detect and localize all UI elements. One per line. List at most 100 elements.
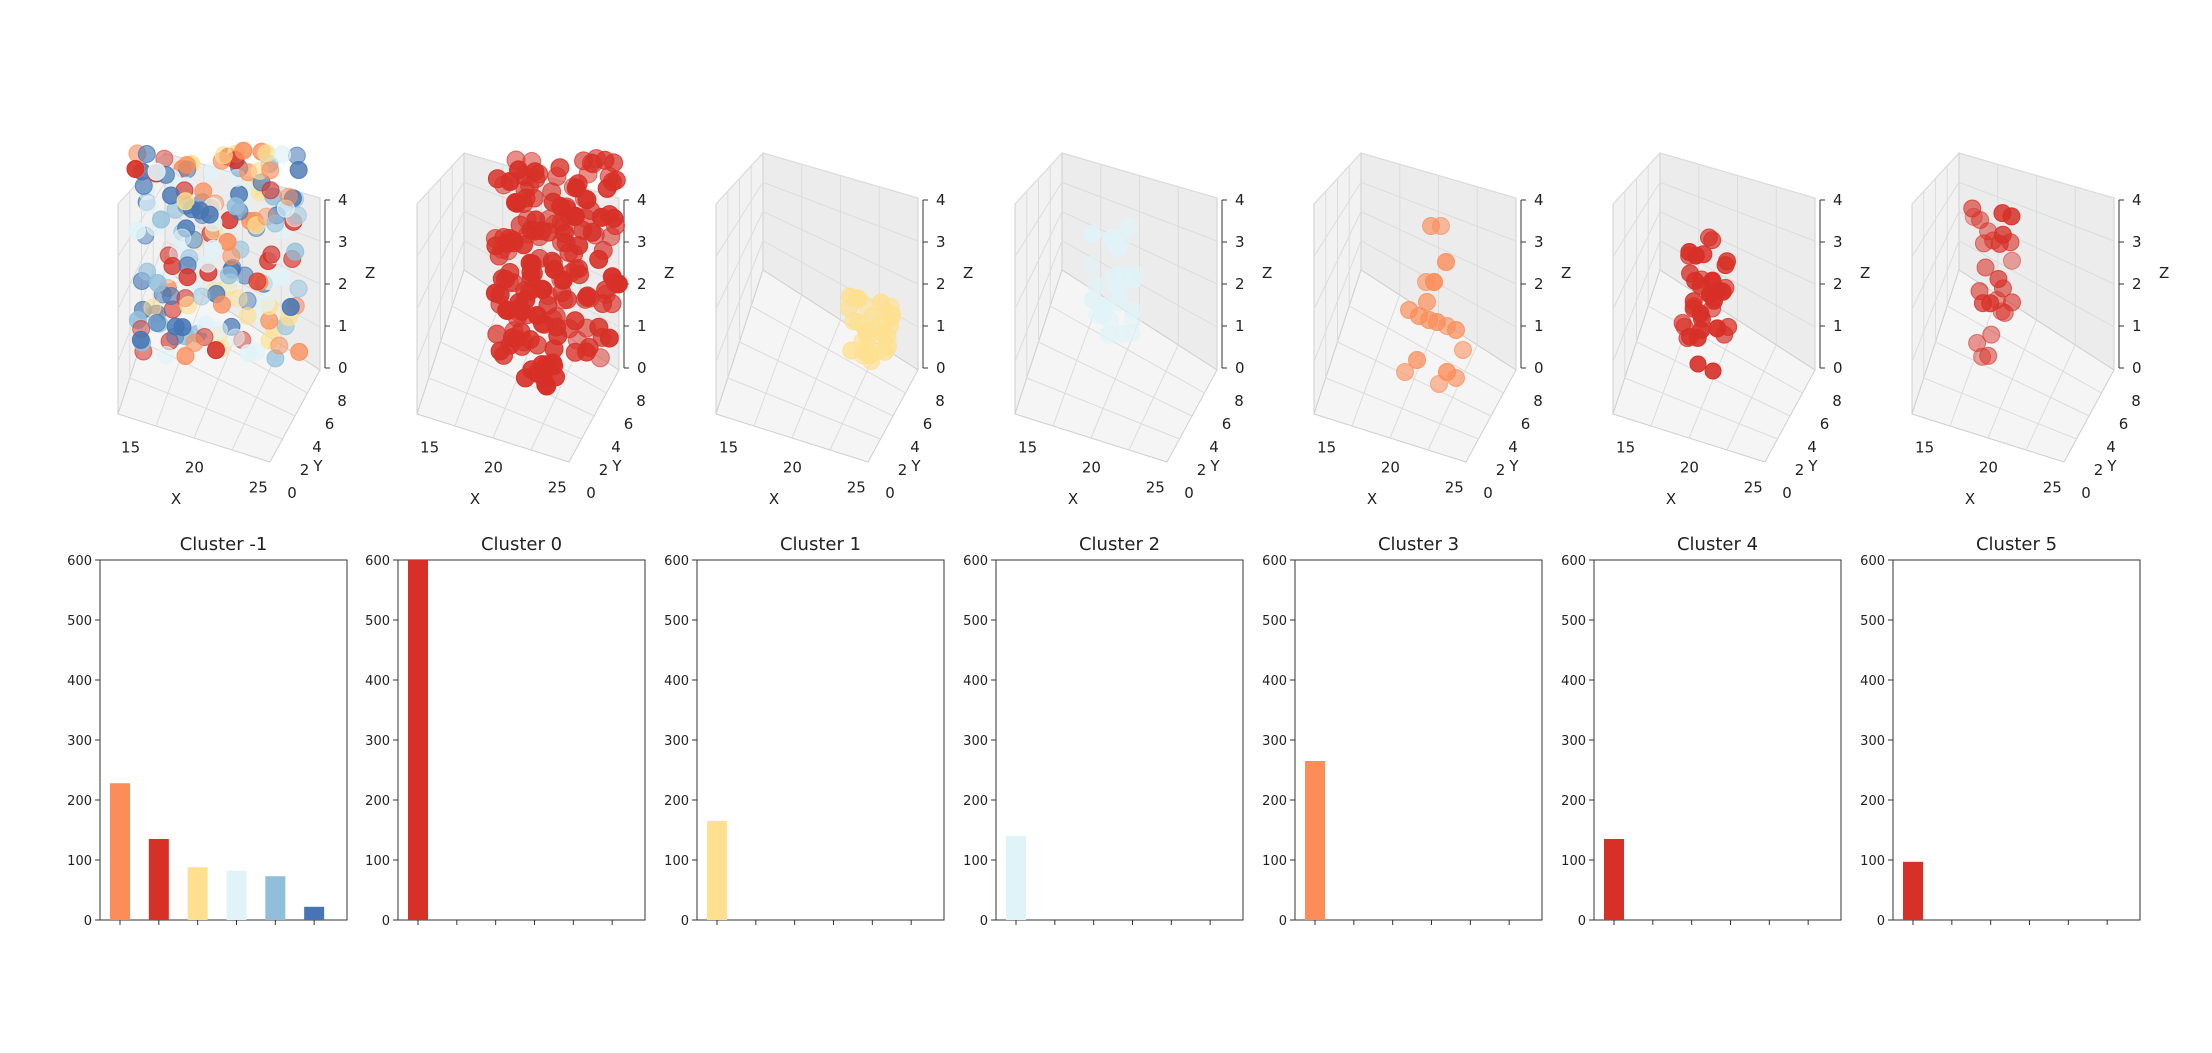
bar-panel-5: Cluster 4 0 100 200 300 400 500 600	[1561, 534, 1842, 929]
z-tick-label: 4	[936, 191, 946, 209]
y-tick-label: 6	[624, 415, 634, 433]
y-axis-label: Y	[910, 457, 921, 475]
y-tick-label: 6	[1820, 415, 1830, 433]
scatter-point	[605, 272, 625, 292]
y-tick-label: 200	[1561, 794, 1586, 809]
y-tick-label: 8	[2131, 392, 2141, 410]
scatter-point	[1408, 351, 1426, 369]
y-tick-label: 500	[963, 614, 988, 629]
z-grid-line	[1612, 210, 1816, 310]
z-tick-label: 1	[1833, 317, 1843, 335]
plot-frame	[1294, 559, 1543, 921]
y-tick-label: 0	[1877, 914, 1885, 929]
z-grid-line	[1014, 152, 1218, 205]
plot-frame	[1892, 559, 2141, 921]
x-axis-label: X	[171, 490, 181, 508]
bar	[408, 560, 428, 920]
scatter-point	[547, 167, 567, 187]
y-tick-label: 200	[67, 794, 92, 809]
scatter-point	[546, 307, 566, 327]
scatter-point	[1396, 363, 1414, 381]
y-tick-label: 600	[365, 554, 390, 569]
y-tick-label: 300	[1262, 734, 1287, 749]
plot-frame	[99, 559, 348, 921]
z-axis-label: Z	[1561, 264, 1571, 282]
z-tick-label: 2	[936, 275, 946, 293]
z-grid-line	[1313, 181, 1517, 257]
x-tick-label: 20	[1082, 459, 1101, 477]
y-tick-label: 4	[2106, 438, 2116, 456]
scatter-point	[1113, 268, 1132, 287]
scatter-point	[1112, 229, 1131, 248]
scatter-point	[606, 170, 626, 190]
z-grid-line	[1014, 240, 1218, 362]
bar-panel-1: Cluster 0 0 100 200 300 400 500 600	[365, 534, 646, 929]
y-tick-label: 200	[1262, 794, 1287, 809]
y-axis-label: Y	[1209, 457, 1220, 475]
scatter-point	[229, 289, 248, 308]
y-axis-label: Y	[1807, 457, 1818, 475]
z-grid-line	[1313, 152, 1517, 205]
z-tick-label: 4	[1534, 191, 1544, 209]
scatter-point	[131, 330, 150, 349]
x-tick-label: 15	[1018, 438, 1037, 456]
scatter-point	[871, 293, 890, 312]
scatter-point	[290, 342, 309, 361]
x-tick-label: 15	[719, 438, 738, 456]
scatter-point	[1111, 284, 1130, 303]
x-axis-label: X	[1367, 490, 1377, 508]
scatter-point	[143, 298, 162, 317]
y-tick-label: 300	[664, 734, 689, 749]
y-tick-label: 300	[963, 734, 988, 749]
z-grid-line	[1313, 240, 1517, 362]
scatter-point	[2002, 251, 2021, 270]
scatter-point	[281, 298, 300, 317]
scatter-point	[266, 214, 285, 233]
y-tick-label: 0	[1578, 914, 1586, 929]
bar	[304, 906, 325, 920]
scatter-point	[126, 160, 145, 179]
chart-title: Cluster 5	[1976, 534, 2057, 555]
scatter-point	[2003, 293, 2022, 312]
z-tick-label: 3	[637, 233, 647, 251]
x-tick-label: 25	[249, 479, 268, 497]
y-tick-label: 2	[1496, 461, 1506, 479]
scatter-point	[1081, 255, 1100, 274]
x-tick-label: 15	[1616, 438, 1635, 456]
y-tick-label: 200	[365, 794, 390, 809]
floor-grid-line	[739, 341, 894, 417]
scatter-point	[510, 215, 530, 235]
y-tick-label: 500	[664, 614, 689, 629]
bar	[1305, 761, 1325, 920]
y-tick-label: 400	[1860, 674, 1885, 689]
scatter-point	[214, 146, 233, 165]
plot-frame	[696, 559, 945, 921]
y-tick-label: 6	[325, 415, 335, 433]
scatter-point	[521, 262, 541, 282]
z-tick-label: 0	[1534, 359, 1544, 377]
scatter-point	[176, 192, 195, 211]
y-tick-label: 500	[365, 614, 390, 629]
scatter-point	[1984, 231, 2003, 250]
chart-title: Cluster 0	[481, 534, 562, 555]
scatter-point	[538, 286, 558, 306]
z-tick-label: 1	[936, 317, 946, 335]
y-tick-label: 8	[1832, 392, 1842, 410]
z-grid-line	[1911, 152, 2115, 205]
z-grid-line	[715, 210, 919, 310]
x-tick-label: 20	[185, 459, 204, 477]
z-grid-line	[1014, 210, 1218, 310]
bar	[148, 839, 169, 920]
bar	[110, 783, 130, 920]
floor-grid-line	[1349, 305, 1504, 394]
floor-grid-line	[1128, 344, 1179, 451]
z-grid-line	[1911, 210, 2115, 310]
y-tick-label: 400	[1262, 674, 1287, 689]
z-tick-label: 3	[1235, 233, 1245, 251]
y-tick-label: 4	[1807, 438, 1817, 456]
scatter-point	[1982, 325, 2001, 344]
y-tick-label: 0	[1782, 484, 1792, 502]
floor-pane	[1911, 269, 2115, 463]
y-tick-label: 4	[1508, 438, 1518, 456]
